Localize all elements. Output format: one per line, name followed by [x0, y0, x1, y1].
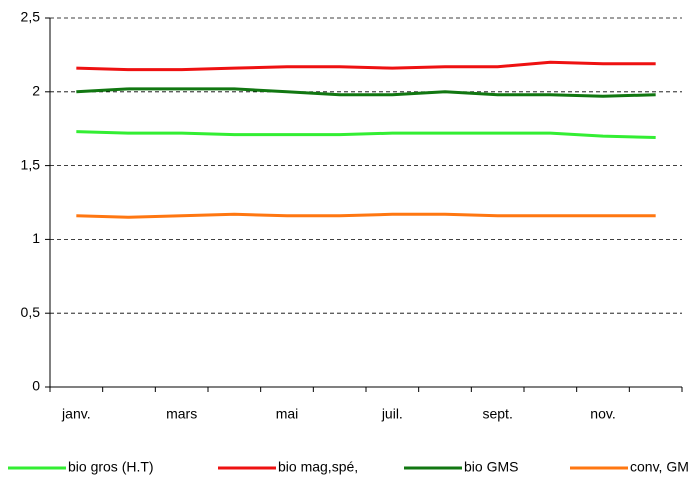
y-tick-label: 2,5 [21, 9, 41, 25]
x-tick-label: mai [276, 406, 299, 422]
x-tick-label: sept. [482, 406, 512, 422]
x-tick-label: mars [166, 406, 197, 422]
line-series [76, 60, 656, 72]
legend-label: bio GMS [464, 459, 518, 475]
legend-label: bio gros (H.T) [68, 459, 154, 475]
legend-label: bio mag,spé, [278, 459, 358, 475]
line-series [76, 212, 656, 219]
y-tick-label: 0,5 [21, 304, 41, 320]
x-tick-label: juil. [381, 406, 403, 422]
y-tick-label: 0 [32, 378, 40, 394]
y-tick-label: 1,5 [21, 156, 41, 172]
y-tick-label: 2 [32, 83, 40, 99]
line-series [76, 87, 656, 98]
legend-label: conv, GMS [630, 459, 688, 475]
x-tick-label: nov. [590, 406, 615, 422]
x-tick-label: janv. [61, 406, 91, 422]
y-tick-label: 1 [32, 230, 40, 246]
line-series [76, 130, 656, 140]
